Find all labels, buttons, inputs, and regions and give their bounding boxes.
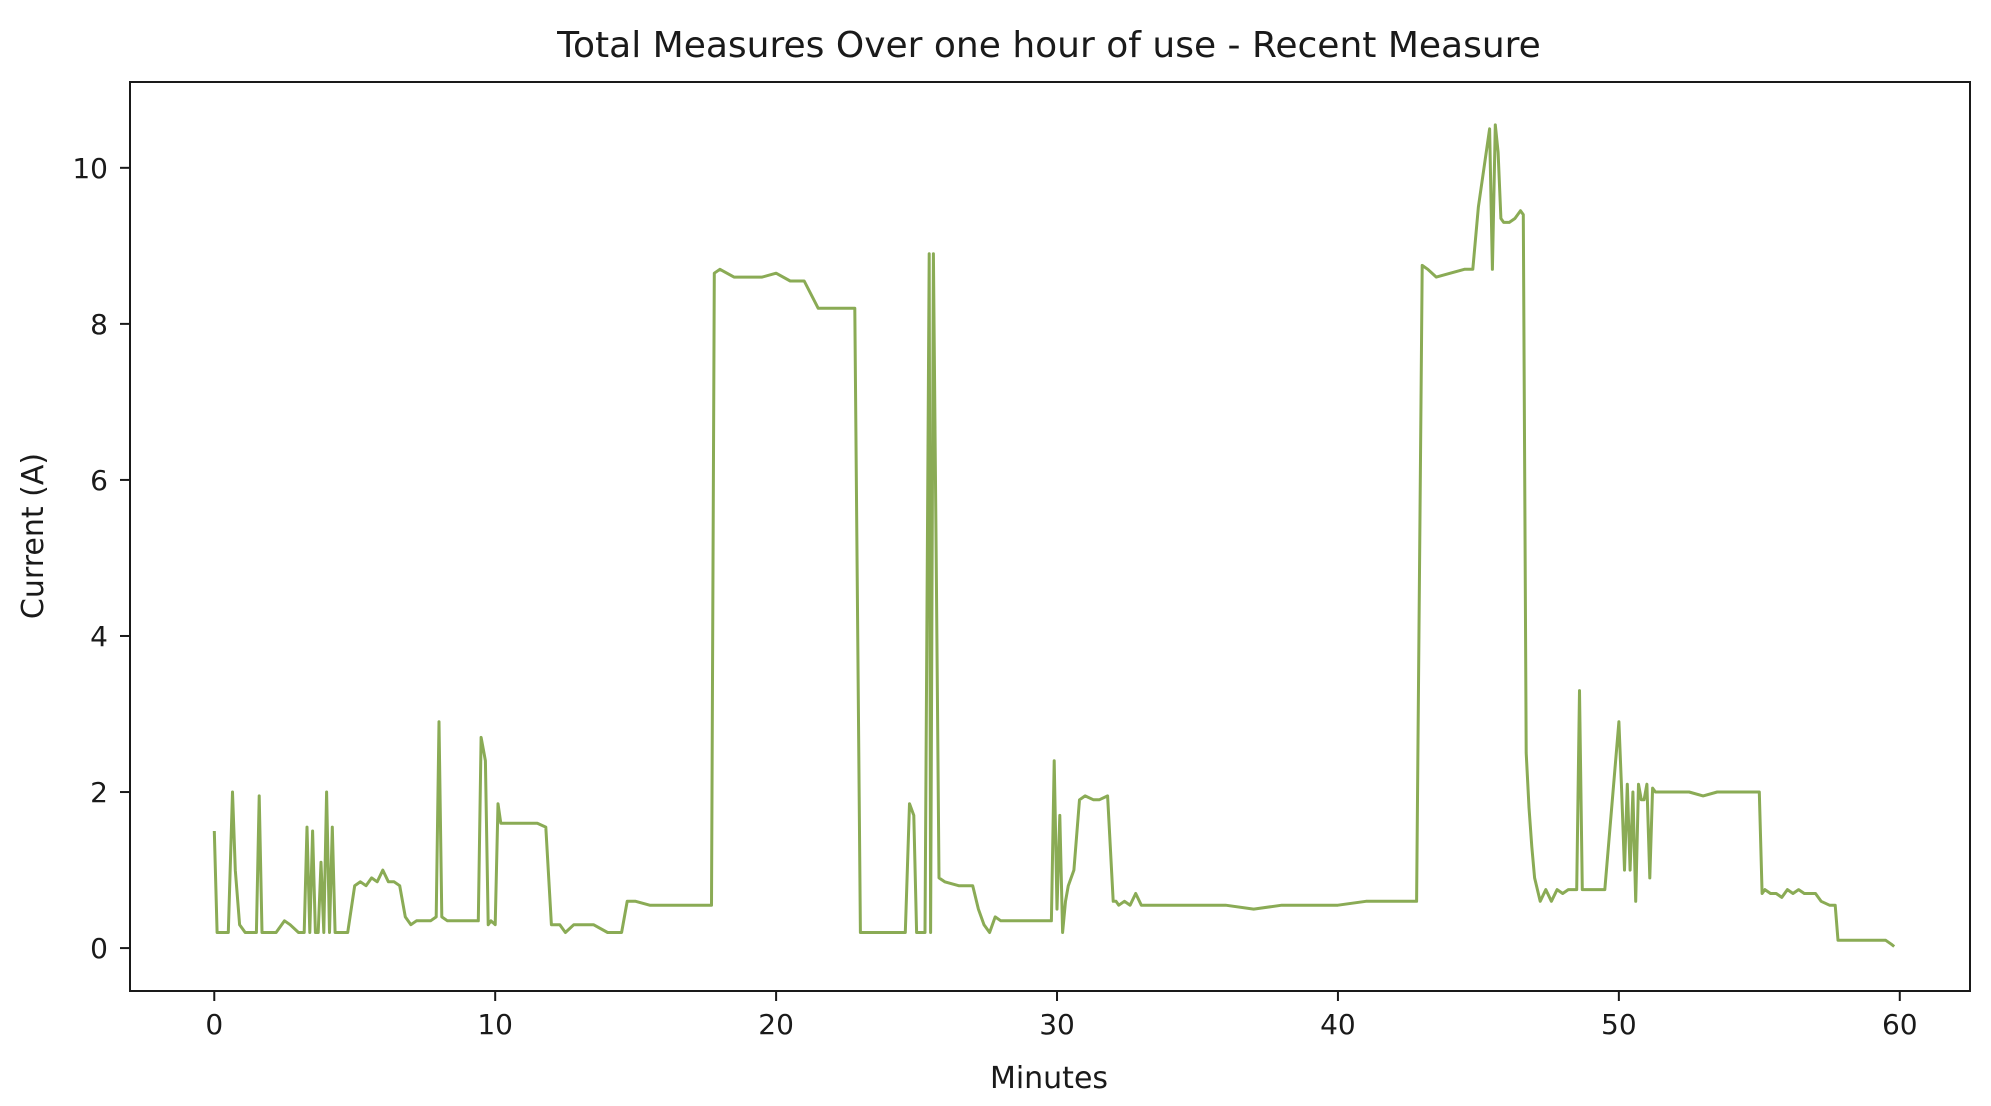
y-axis-label: Current (A) [16,453,51,619]
chart-title: Total Measures Over one hour of use - Re… [556,25,1541,66]
y-tick-label: 4 [90,620,108,653]
x-tick-label: 30 [1039,1008,1075,1041]
y-tick-label: 8 [90,308,108,341]
y-tick-label: 2 [90,776,108,809]
x-tick-label: 0 [205,1008,223,1041]
series-line-0 [212,123,1896,948]
x-tick-label: 50 [1601,1008,1637,1041]
y-tick-label: 10 [72,152,108,185]
x-tick-label: 10 [477,1008,513,1041]
plot-series-group [212,123,1896,948]
x-axis-ticks: 0 10 20 30 40 50 60 [205,991,1918,1041]
x-axis-label: Minutes [990,1061,1108,1096]
x-tick-label: 60 [1882,1008,1918,1041]
plot-frame [129,81,1971,992]
y-tick-label: 0 [90,932,108,965]
y-axis-ticks: 0 2 4 6 8 10 [72,152,130,965]
x-tick-label: 40 [1320,1008,1356,1041]
y-tick-label: 6 [90,464,108,497]
x-tick-label: 20 [758,1008,794,1041]
